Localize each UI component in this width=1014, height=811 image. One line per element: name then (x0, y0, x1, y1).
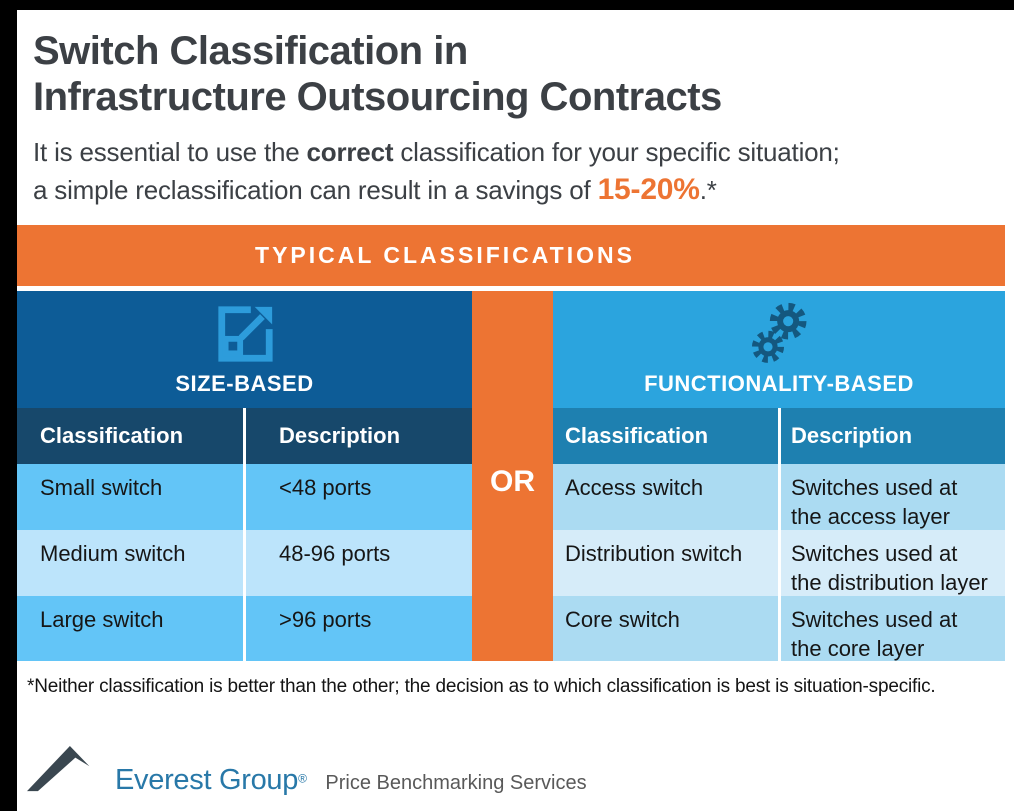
description-cell: Switches used at the core layer (778, 596, 1005, 661)
classification-cell: Distribution switch (565, 541, 743, 566)
classification-cell: Core switch (565, 607, 680, 632)
registered-mark: ® (298, 771, 307, 786)
brand-name: Everest Group (115, 764, 299, 796)
description-cell: Switches used at the access layer (778, 464, 1005, 530)
classification-cell: Small switch (40, 475, 163, 500)
table-row: Access switch Switches used at the acces… (553, 464, 1005, 530)
title-line-1: Switch Classification in (33, 29, 468, 73)
description-cell: 48-96 ports (243, 530, 472, 596)
table-row: Small switch <48 ports (17, 464, 472, 530)
table-row: Medium switch 48-96 ports (17, 530, 472, 596)
size-based-title: SIZE-BASED (175, 371, 314, 396)
intro-line-1: It is essential to use the correct class… (33, 137, 840, 167)
classification-cell: Medium switch (40, 541, 186, 566)
functionality-based-title: FUNCTIONALITY-BASED (644, 371, 914, 396)
classification-cell: Large switch (40, 607, 164, 632)
page-title: Switch Classification in Infrastructure … (33, 28, 1005, 120)
footnote: *Neither classification is better than t… (27, 676, 936, 697)
brand-tagline: Price Benchmarking Services (325, 772, 587, 794)
left-border (0, 0, 17, 811)
or-label: OR (490, 465, 535, 498)
column-header-description: Description (778, 408, 1005, 464)
or-divider: OR (472, 291, 553, 661)
intro-line-2: a simple reclassification can result in … (33, 173, 717, 206)
description-cell: >96 ports (243, 596, 472, 661)
infographic: Switch Classification in Infrastructure … (17, 10, 1005, 808)
classification-cell: Access switch (565, 475, 704, 500)
functionality-based-table: FUNCTIONALITY-BASED Classification Descr… (553, 291, 1005, 661)
table-row: Distribution switch Switches used at the… (553, 530, 1005, 596)
size-based-table: SIZE-BASED Classification Description Sm… (17, 291, 472, 661)
mountain-icon (27, 745, 90, 792)
intro-text: It is essential to use the correct class… (33, 134, 1005, 209)
column-header-classification: Classification (40, 423, 184, 448)
intro-bold-word: correct (306, 137, 394, 167)
gears-icon (746, 291, 812, 371)
column-header-description: Description (243, 408, 472, 464)
table-row: Core switch Switches used at the core la… (553, 596, 1005, 661)
everest-group-logo: Everest Group® Price Benchmarking Servic… (27, 738, 1005, 808)
functionality-based-header-row: Classification Description (553, 408, 1005, 464)
savings-highlight: 15-20% (597, 173, 700, 206)
size-based-header-row: Classification Description (17, 408, 472, 464)
description-cell: Switches used at the distribution layer (778, 530, 1005, 596)
classification-comparison: SIZE-BASED Classification Description Sm… (17, 291, 1005, 661)
table-row: Large switch >96 ports (17, 596, 472, 661)
functionality-based-panel: FUNCTIONALITY-BASED (553, 291, 1005, 408)
typical-classifications-banner: TYPICAL CLASSIFICATIONS (17, 225, 1005, 286)
banner-label: TYPICAL CLASSIFICATIONS (255, 242, 635, 268)
resize-expand-icon (214, 291, 276, 371)
size-based-panel: SIZE-BASED (17, 291, 472, 408)
top-border (0, 0, 1014, 10)
description-cell: <48 ports (243, 464, 472, 530)
title-line-2: Infrastructure Outsourcing Contracts (33, 75, 722, 119)
column-header-classification: Classification (565, 423, 709, 448)
